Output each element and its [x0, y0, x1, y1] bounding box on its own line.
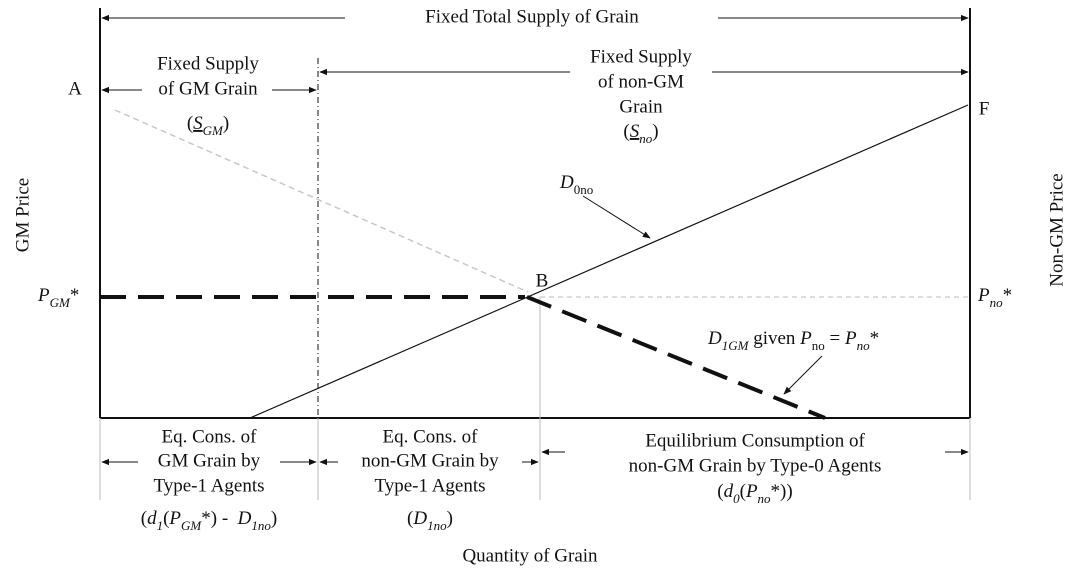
d1gm-curve [526, 295, 826, 420]
part: 1no [427, 518, 447, 533]
part: * [1003, 285, 1013, 306]
label-line: of GM Grain [158, 78, 258, 99]
label-line: GM Grain by [158, 450, 261, 471]
bottom-section-3: Equilibrium Consumption of non-GM Grain … [629, 430, 882, 506]
part: given [748, 328, 800, 349]
part: ( [717, 481, 723, 502]
label-line: Type-1 Agents [374, 475, 485, 496]
symbol: (Sno) [623, 121, 658, 146]
gm-demand-upper [114, 109, 529, 293]
part: *) - [201, 508, 237, 529]
formula: (d0(Pno*)) [717, 481, 792, 506]
part: D [559, 172, 574, 193]
formula: (d1(PGM*) - D1no) [141, 508, 277, 533]
part: = [825, 328, 845, 349]
d0no-label: D0no [559, 172, 593, 197]
part: P [977, 285, 990, 306]
part: GM [181, 518, 202, 533]
part: GM [203, 123, 224, 138]
part: 0no [574, 182, 594, 197]
part: P [37, 285, 50, 306]
part: P [745, 481, 758, 502]
point-f: F [979, 98, 990, 119]
part: ) [223, 113, 229, 134]
part: d [147, 508, 157, 529]
part: ) [447, 508, 453, 529]
part: d [724, 481, 734, 502]
part: * [70, 285, 80, 306]
part: GM [50, 295, 71, 310]
part: no [758, 491, 772, 506]
part: ( [623, 121, 629, 142]
d0no-curve [249, 104, 969, 419]
part: 0 [733, 491, 740, 506]
part: ( [163, 508, 169, 529]
d0no-pointer [582, 195, 651, 239]
part: D [237, 508, 252, 529]
part: P [799, 328, 812, 349]
part: no [857, 338, 871, 353]
point-a: A [68, 78, 82, 99]
part: 1no [251, 518, 271, 533]
label-line: Equilibrium Consumption of [645, 430, 865, 451]
part: P [844, 328, 857, 349]
part: ( [187, 113, 193, 134]
part: ) [271, 508, 277, 529]
y-right-title: Non-GM Price [1046, 173, 1067, 286]
nongm-supply-label: Fixed Supply of non-GM Grain (Sno) [590, 46, 692, 146]
part: ( [141, 508, 147, 529]
p-no-label: Pno* [977, 285, 1012, 310]
label-line: of non-GM [598, 71, 684, 92]
part: P [168, 508, 181, 529]
gm-supply-label: Fixed Supply of GM Grain (SGM) [157, 53, 259, 138]
part: ( [407, 508, 413, 529]
point-b: B [536, 270, 549, 291]
formula: (D1no) [407, 508, 453, 533]
part: *)) [771, 481, 793, 502]
d1gm-pointer [783, 355, 823, 395]
part: S [630, 121, 640, 142]
symbol: (SGM) [187, 113, 229, 138]
part: D [412, 508, 427, 529]
label-line: non-GM Grain by [361, 450, 499, 471]
part: ( [740, 481, 746, 502]
label-line: Fixed Supply [157, 53, 259, 74]
part: S [193, 113, 203, 134]
bottom-section-2: Eq. Cons. of non-GM Grain by Type-1 Agen… [361, 426, 499, 533]
part: 1GM [722, 338, 750, 353]
part: no [639, 131, 653, 146]
d1gm-label: D1GM given Pno = Pno* [707, 328, 879, 353]
label-line: Type-1 Agents [153, 475, 264, 496]
total-supply-label: Fixed Total Supply of Grain [425, 6, 639, 27]
y-left-title: GM Price [12, 178, 33, 252]
label-line: Eq. Cons. of [383, 426, 479, 447]
part: D [707, 328, 722, 349]
x-title: Quantity of Grain [462, 545, 598, 566]
part: no [990, 295, 1004, 310]
bottom-section-1: Eq. Cons. of GM Grain by Type-1 Agents (… [141, 426, 277, 533]
p-gm-label: PGM* [37, 285, 79, 310]
part: ) [652, 121, 658, 142]
part: * [870, 328, 880, 349]
label-line: non-GM Grain by Type-0 Agents [629, 455, 882, 476]
label-line: Eq. Cons. of [162, 426, 258, 447]
frame [99, 8, 971, 500]
label-line: Grain [619, 96, 663, 117]
part: 1 [157, 518, 164, 533]
label-line: Fixed Supply [590, 46, 692, 67]
part: no [812, 338, 825, 353]
section-arrows [101, 68, 969, 466]
